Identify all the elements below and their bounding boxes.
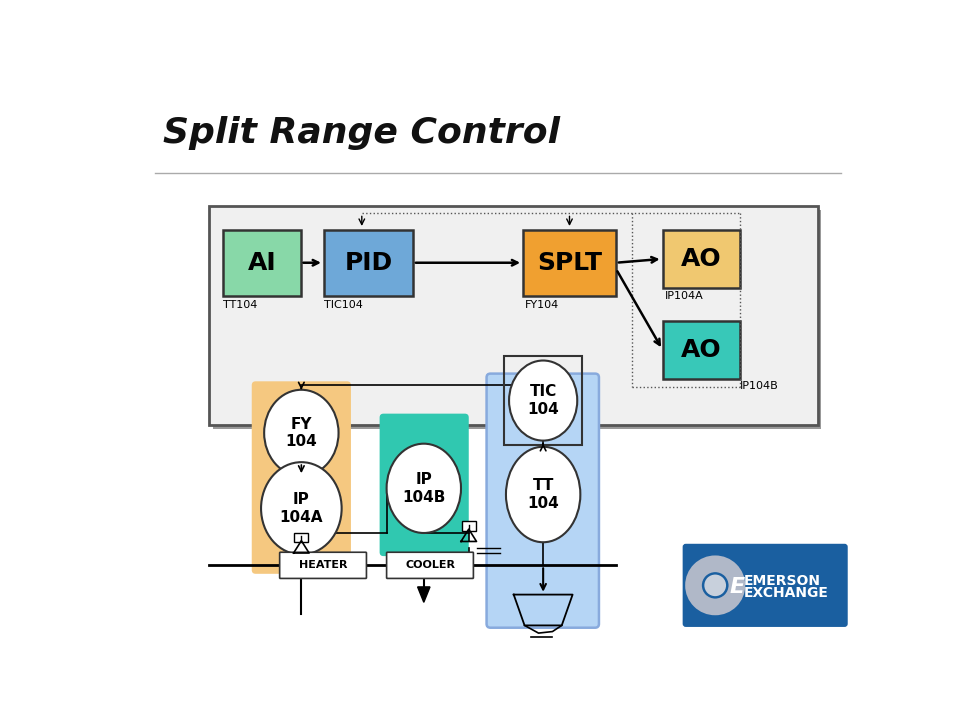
- FancyBboxPatch shape: [462, 521, 476, 531]
- FancyBboxPatch shape: [295, 533, 308, 542]
- Text: EXCHANGE: EXCHANGE: [744, 586, 828, 600]
- Ellipse shape: [509, 361, 577, 441]
- Circle shape: [732, 570, 740, 577]
- Circle shape: [687, 582, 695, 589]
- FancyBboxPatch shape: [662, 230, 740, 288]
- Circle shape: [711, 557, 719, 565]
- Text: IP104B: IP104B: [740, 381, 779, 390]
- Text: FY
104: FY 104: [285, 417, 317, 449]
- FancyBboxPatch shape: [223, 230, 300, 296]
- Text: FY104: FY104: [525, 300, 560, 310]
- Circle shape: [705, 575, 726, 596]
- Text: IP
104A: IP 104A: [279, 492, 324, 525]
- FancyBboxPatch shape: [324, 230, 413, 296]
- FancyBboxPatch shape: [252, 382, 351, 574]
- Text: AO: AO: [681, 338, 722, 362]
- Text: TT104: TT104: [223, 300, 257, 310]
- Circle shape: [699, 561, 708, 569]
- Text: SPLT: SPLT: [537, 251, 602, 275]
- FancyBboxPatch shape: [387, 552, 473, 578]
- Ellipse shape: [506, 446, 581, 542]
- Circle shape: [711, 606, 719, 613]
- Text: IP
104B: IP 104B: [402, 472, 445, 505]
- FancyBboxPatch shape: [279, 552, 367, 578]
- FancyBboxPatch shape: [662, 321, 740, 379]
- Polygon shape: [418, 587, 430, 603]
- FancyBboxPatch shape: [683, 544, 848, 627]
- Circle shape: [732, 593, 740, 601]
- Circle shape: [690, 570, 698, 577]
- Text: TT
104: TT 104: [527, 478, 559, 510]
- Text: COOLER: COOLER: [405, 560, 455, 570]
- FancyBboxPatch shape: [379, 414, 468, 556]
- Text: HEATER: HEATER: [299, 560, 348, 570]
- FancyBboxPatch shape: [487, 374, 599, 628]
- Text: TIC
104: TIC 104: [527, 384, 559, 417]
- Text: EMERSON: EMERSON: [744, 574, 821, 588]
- Circle shape: [723, 602, 732, 610]
- Circle shape: [699, 602, 708, 610]
- Text: AO: AO: [681, 247, 722, 271]
- Ellipse shape: [264, 390, 339, 476]
- Text: TIC104: TIC104: [324, 300, 363, 310]
- Ellipse shape: [261, 462, 342, 554]
- Text: IP104A: IP104A: [665, 291, 704, 301]
- FancyBboxPatch shape: [523, 230, 616, 296]
- Text: AI: AI: [248, 251, 276, 275]
- Circle shape: [723, 561, 732, 569]
- Circle shape: [690, 593, 698, 601]
- Text: PID: PID: [345, 251, 393, 275]
- Text: E: E: [730, 577, 745, 597]
- FancyBboxPatch shape: [213, 210, 822, 429]
- Ellipse shape: [387, 444, 461, 533]
- Circle shape: [735, 582, 743, 589]
- FancyBboxPatch shape: [209, 206, 818, 426]
- Text: Split Range Control: Split Range Control: [162, 116, 560, 150]
